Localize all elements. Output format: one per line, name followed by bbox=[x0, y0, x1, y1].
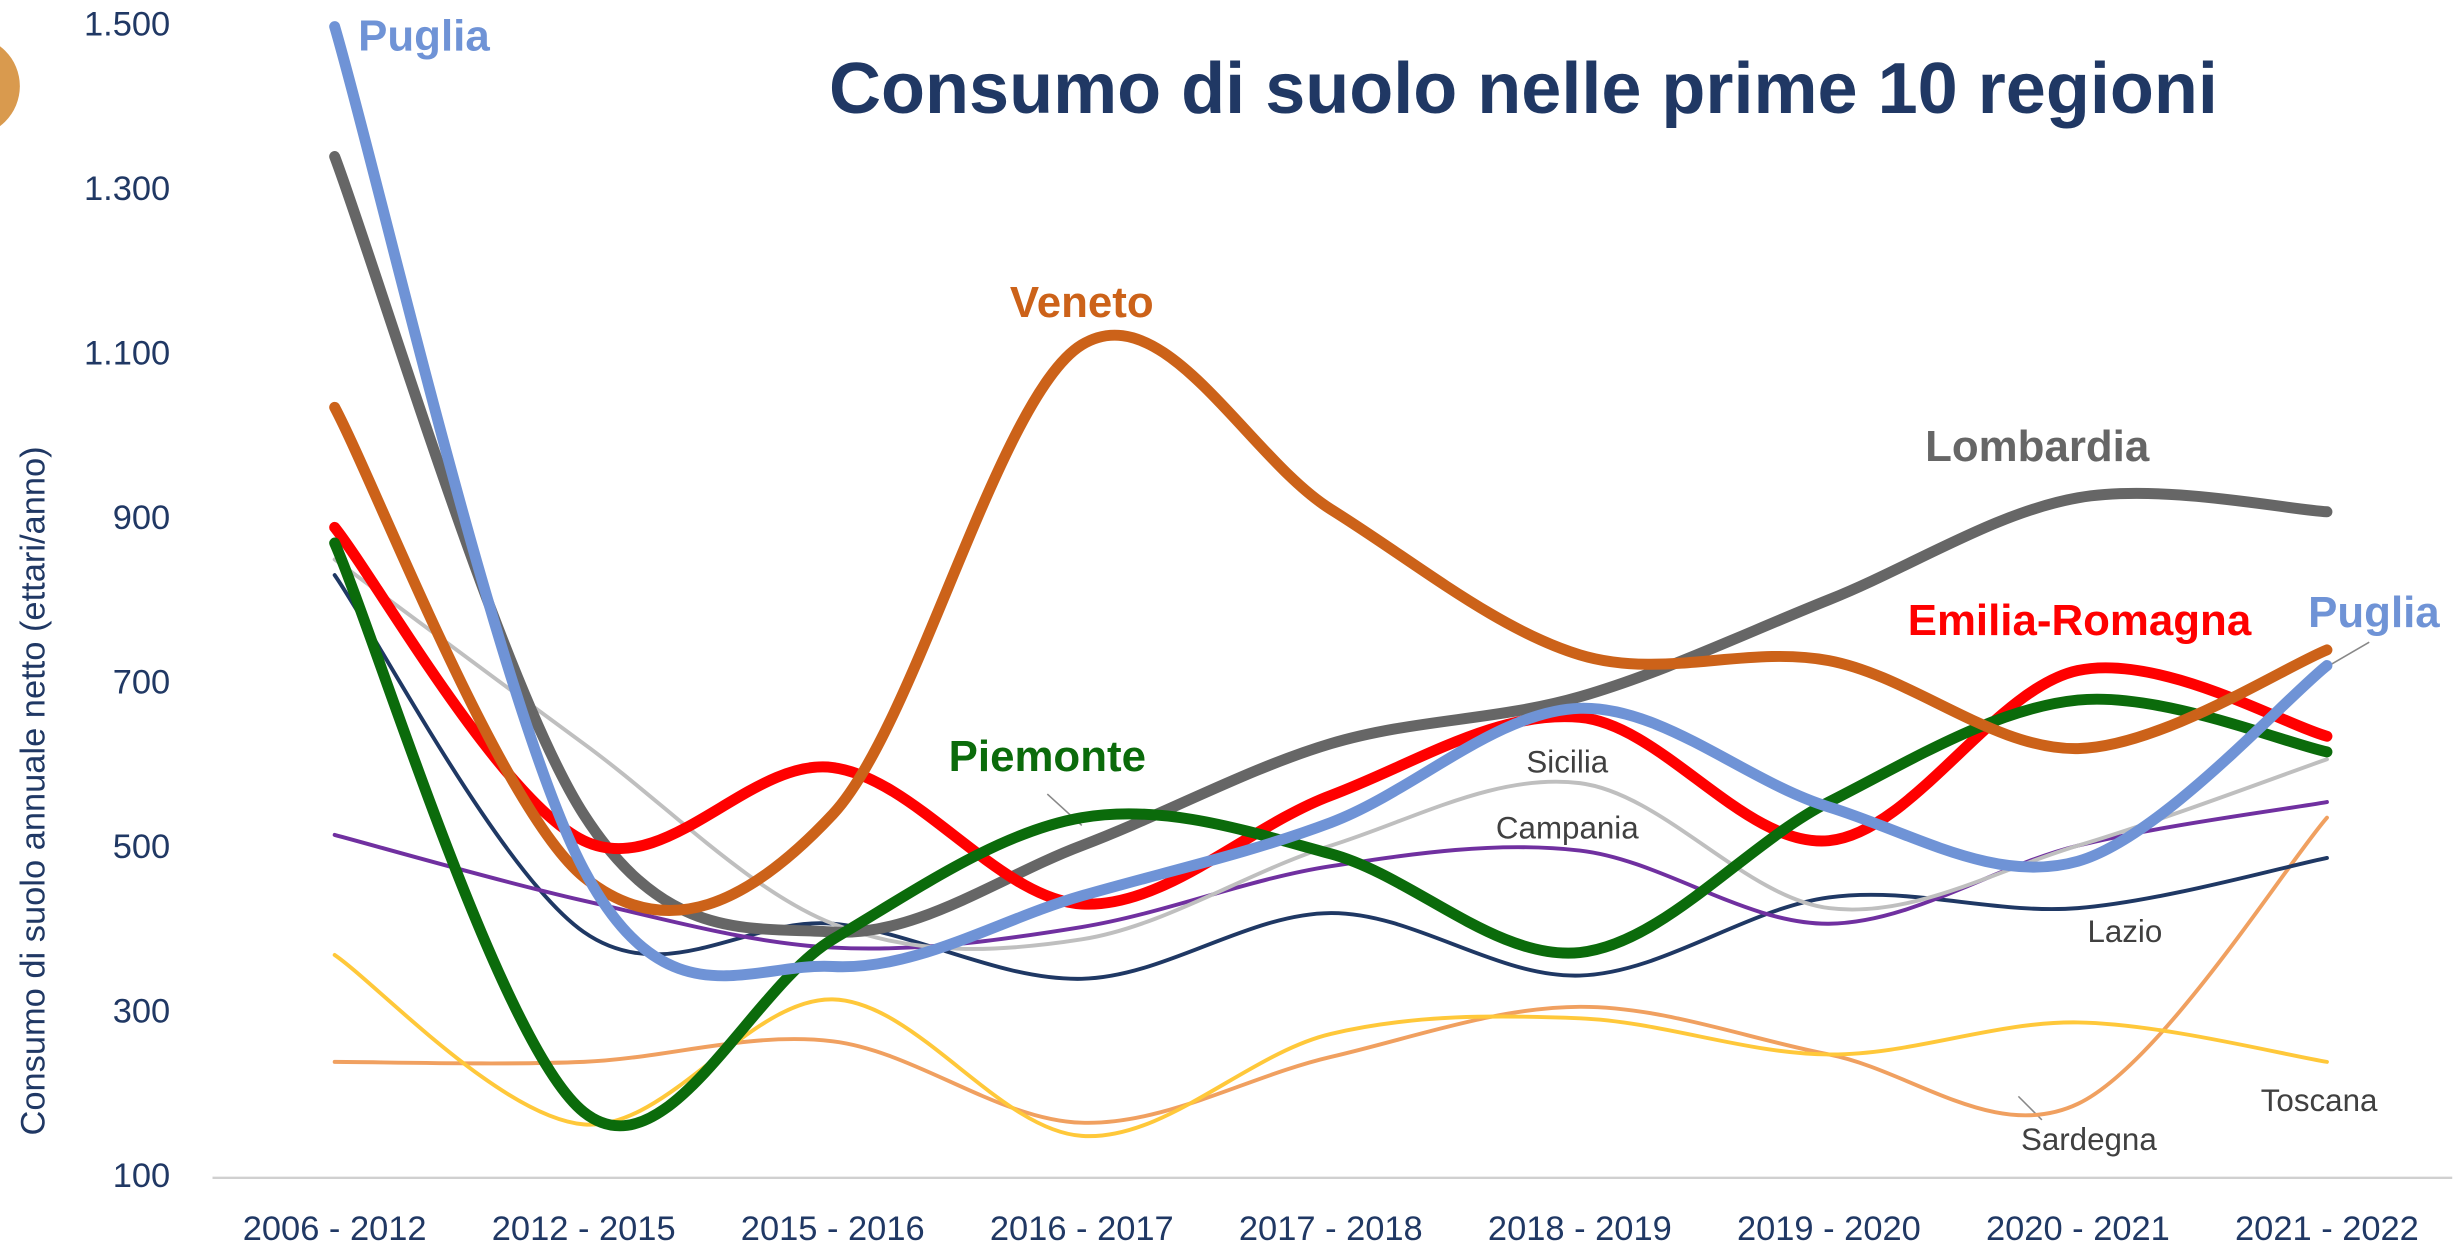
y-tick-label: 1.500 bbox=[84, 6, 170, 44]
series-label: Lombardia bbox=[1925, 422, 2150, 471]
series-line bbox=[332, 557, 2329, 951]
series-label: Toscana bbox=[2261, 1083, 2378, 1118]
x-tick-label: 2015 - 2016 bbox=[741, 1210, 925, 1248]
x-tick-label: 2012 - 2015 bbox=[492, 1210, 676, 1248]
y-tick-label: 100 bbox=[113, 1157, 170, 1195]
series-line bbox=[329, 537, 2333, 1132]
series-label: Emilia-Romagna bbox=[1908, 596, 2252, 645]
y-tick-label: 700 bbox=[113, 664, 170, 702]
x-tick-label: 2019 - 2020 bbox=[1737, 1210, 1921, 1248]
y-tick-label: 500 bbox=[113, 828, 170, 866]
y-tick-label: 300 bbox=[113, 992, 170, 1030]
y-tick-label: 1.300 bbox=[84, 170, 170, 208]
series-label: Sardegna bbox=[2021, 1122, 2157, 1157]
series-line bbox=[329, 151, 2333, 938]
series-label: Sicilia bbox=[1526, 745, 1608, 780]
series-label: Campania bbox=[1496, 810, 1639, 845]
x-tick-label: 2020 - 2021 bbox=[1986, 1210, 2170, 1248]
series-label: Puglia bbox=[358, 12, 490, 61]
leader-line bbox=[2331, 641, 2370, 665]
x-tick-label: 2018 - 2019 bbox=[1488, 1210, 1672, 1248]
y-axis-label: Consumo di suolo annuale netto (ettari/a… bbox=[15, 446, 53, 1135]
series-line bbox=[329, 521, 2333, 910]
chart-title: Consumo di suolo nelle prime 10 regioni bbox=[829, 49, 2218, 129]
series-line bbox=[332, 815, 2329, 1125]
y-tick-label: 1.100 bbox=[84, 335, 170, 373]
series-label: Lazio bbox=[2087, 914, 2162, 949]
series-line bbox=[329, 329, 2333, 916]
series-line bbox=[332, 573, 2329, 981]
series-line bbox=[329, 21, 2333, 982]
series-label: Veneto bbox=[1010, 278, 1154, 327]
x-tick-label: 2016 - 2017 bbox=[990, 1210, 1174, 1248]
series-label: Piemonte bbox=[949, 732, 1146, 781]
x-tick-label: 2017 - 2018 bbox=[1239, 1210, 1423, 1248]
series-label: Puglia bbox=[2308, 588, 2440, 637]
y-tick-label: 900 bbox=[113, 499, 170, 537]
x-tick-label: 2021 - 2022 bbox=[2235, 1210, 2419, 1248]
decor-circle bbox=[0, 46, 20, 127]
x-tick-label: 2006 - 2012 bbox=[243, 1210, 427, 1248]
series-line bbox=[332, 953, 2329, 1138]
